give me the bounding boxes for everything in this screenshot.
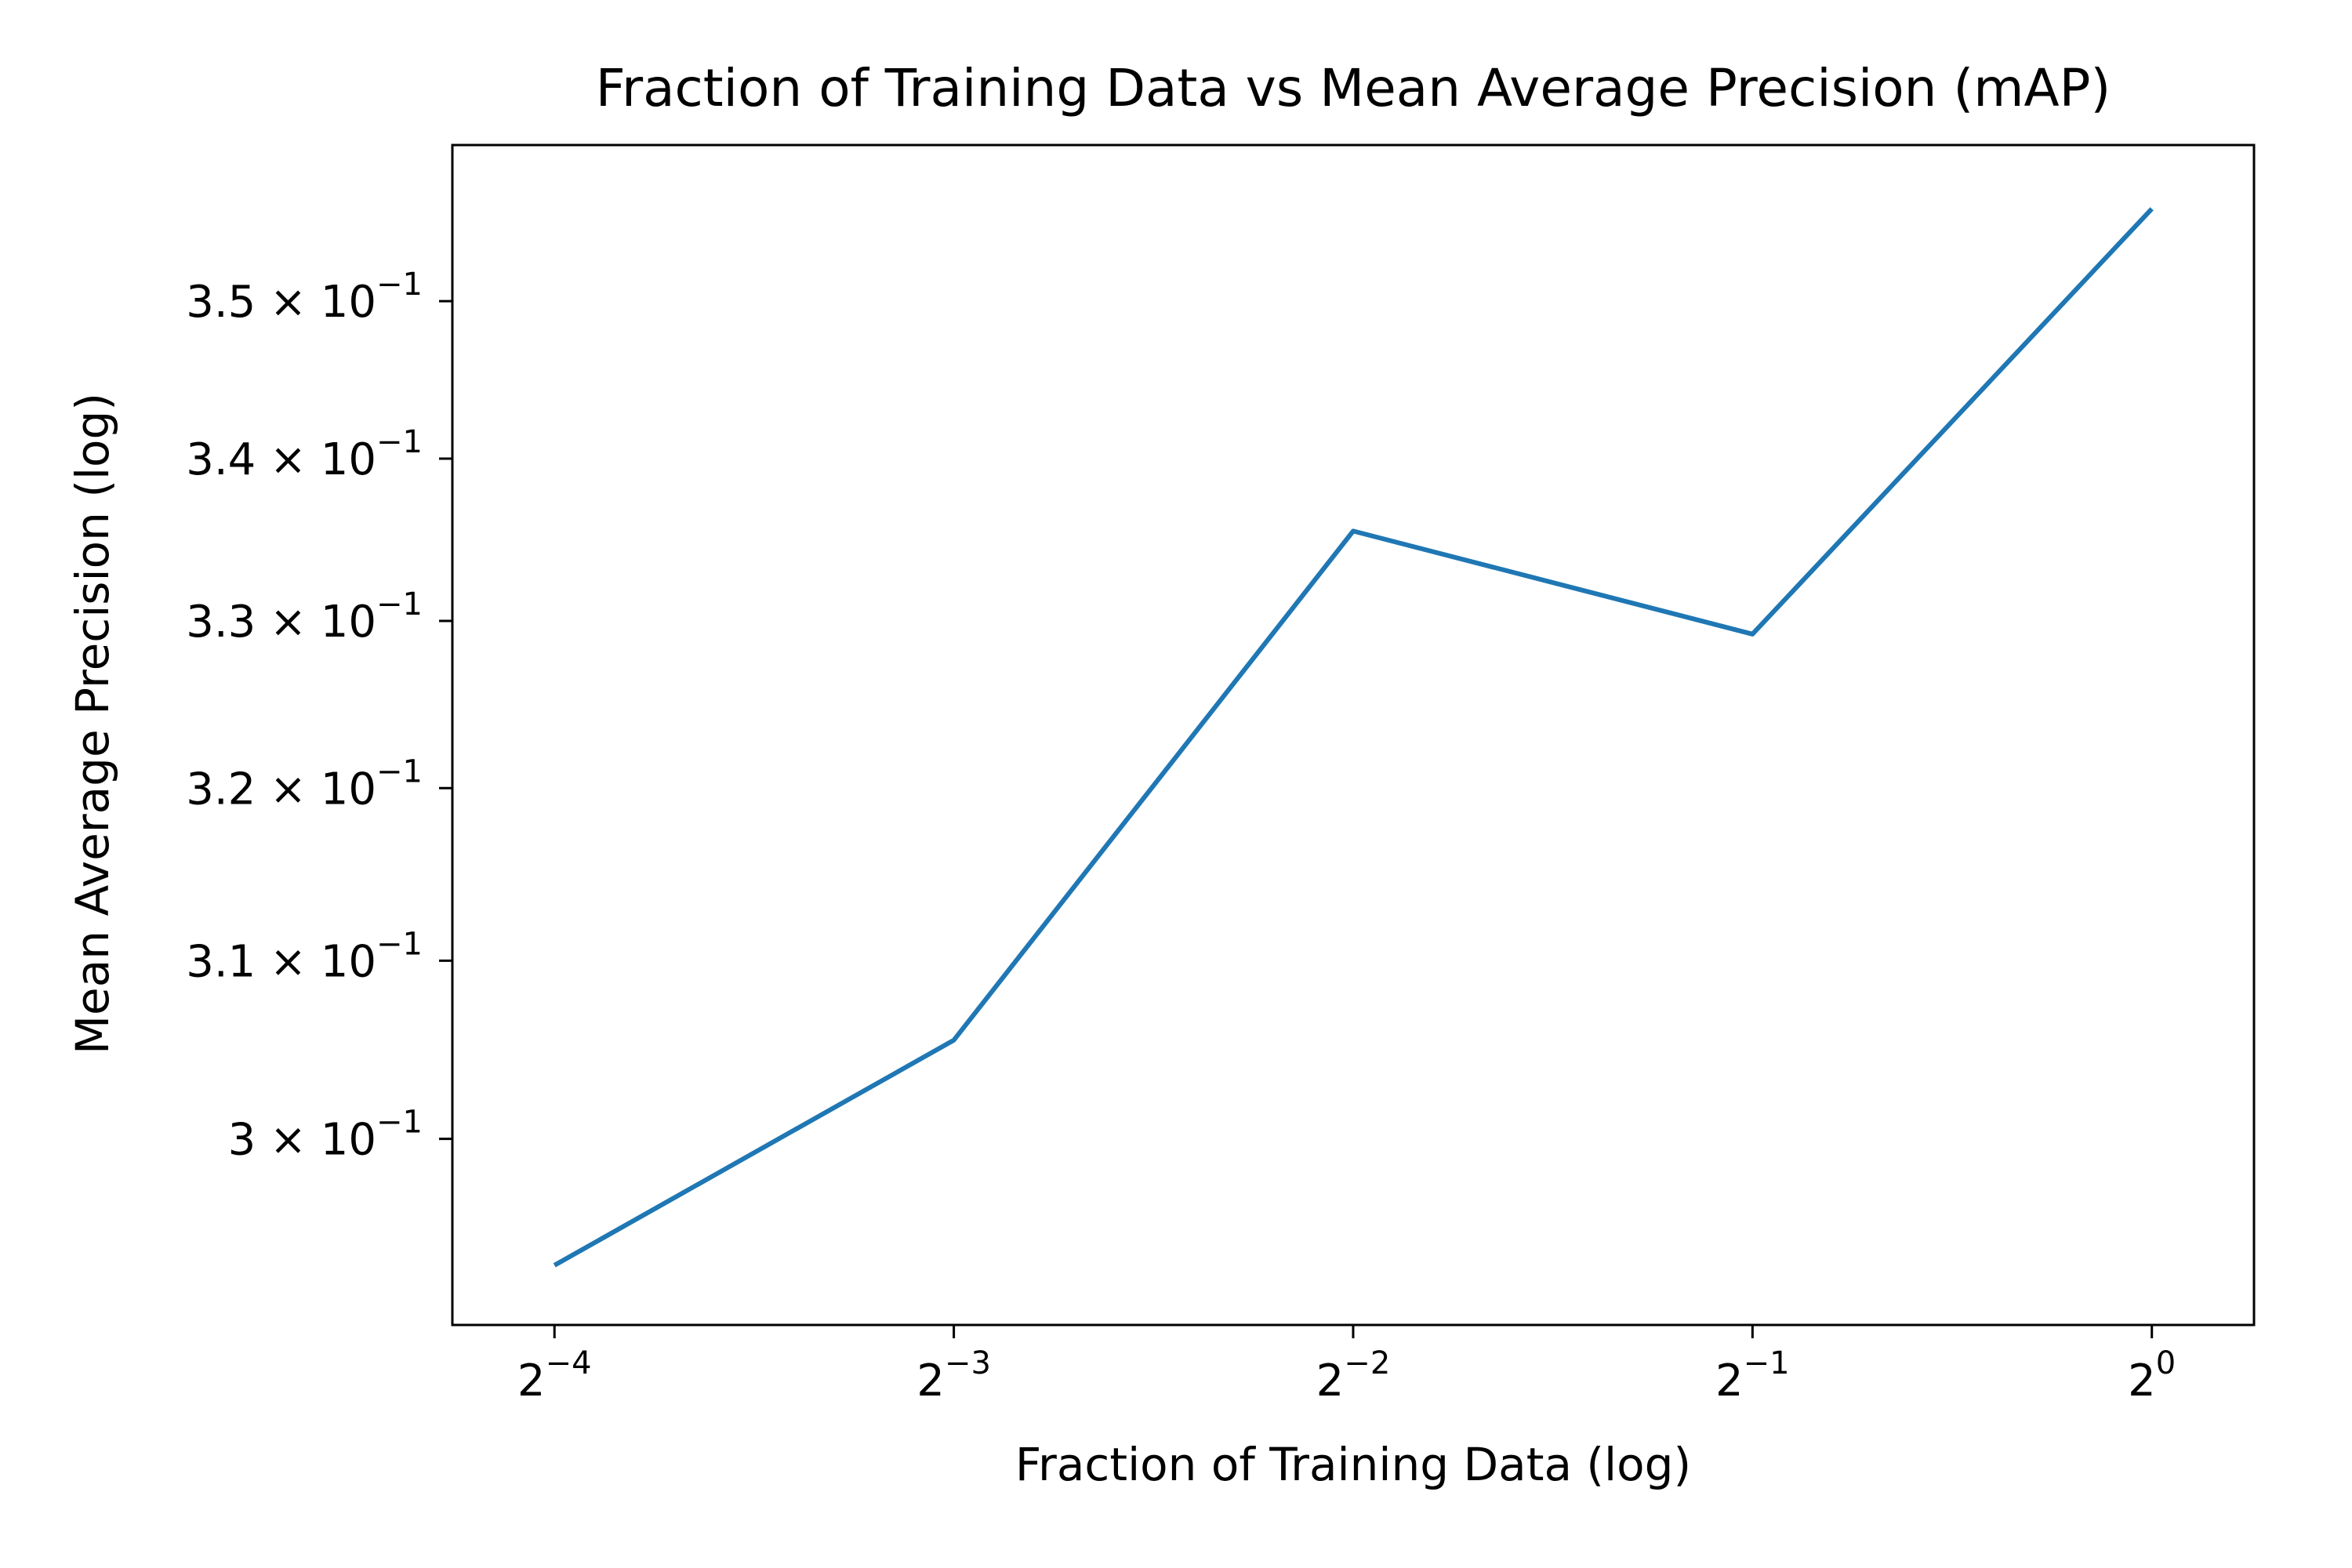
y-tick-label: 3.4 × 10−1 [186,424,423,485]
y-tick-label: 3.1 × 10−1 [186,926,423,987]
x-axis: 2−4 2−3 2−2 2−1 20 [517,1325,2176,1406]
x-tick-label: 20 [2128,1345,2176,1406]
series-line-0 [553,207,2154,1268]
y-tick-label: 3.2 × 10−1 [186,753,423,815]
y-axis: 3 × 10−1 3.1 × 10−1 3.2 × 10−1 3.3 × 10−1 3.… [186,267,452,1166]
x-tick-label: 2−4 [517,1345,592,1406]
x-tick-label: 2−2 [1316,1345,1391,1406]
y-tick-label: 3.3 × 10−1 [186,586,423,648]
y-tick-label: 3.5 × 10−1 [186,267,423,328]
x-tick-label: 2−3 [916,1345,991,1406]
y-tick-label: 3 × 10−1 [228,1105,423,1166]
x-axis-label: Fraction of Training Data (log) [1015,1438,1691,1491]
x-tick-label: 2−1 [1715,1345,1790,1406]
y-axis-label: Mean Average Precision (log) [66,393,119,1054]
chart-title: Fraction of Training Data vs Mean Averag… [596,58,2111,118]
